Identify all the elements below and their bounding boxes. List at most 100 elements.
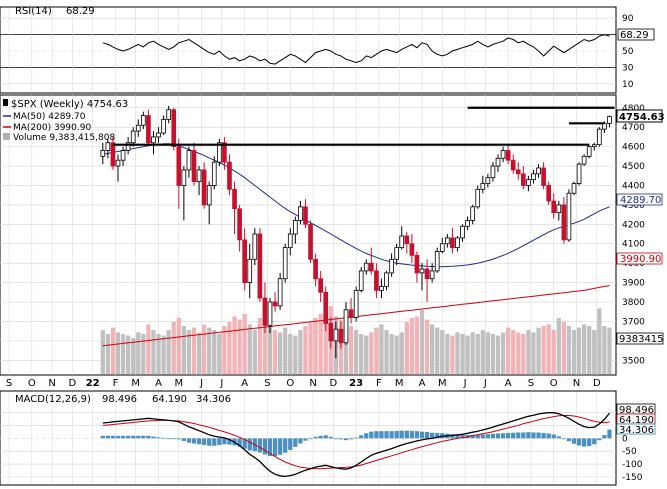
macd-hist-bar [105, 435, 110, 439]
x-axis-label: 23 [349, 378, 363, 389]
last-price-tag: 4754.63 [619, 112, 665, 123]
macd-tick-label: -100 [622, 460, 643, 470]
volume-bar [171, 322, 176, 374]
volume-bar [151, 330, 156, 374]
rsi-panel-frame [0, 6, 617, 94]
macd-hist-bar [196, 438, 202, 445]
macd-hist-bar [409, 430, 414, 439]
macd-hist-bar [308, 438, 313, 440]
macd-hist-bar [587, 438, 592, 447]
volume-bar [278, 332, 283, 374]
candle-body [424, 268, 430, 280]
macd-hist-bar [267, 438, 273, 457]
candle-body [465, 220, 470, 227]
macd-hist-bar [217, 438, 222, 446]
volume-bar [440, 330, 445, 374]
volume-bar [541, 326, 546, 374]
candle-body [287, 233, 293, 249]
volume-value-tag-bg [616, 332, 664, 345]
volume-bar [212, 330, 217, 374]
rsi-grid [0, 8, 616, 92]
candle-body [521, 173, 526, 186]
candle-body [222, 142, 227, 163]
candle-body [445, 237, 450, 245]
price-legend: $SPX (Weekly) 4754.63 MA(50) 4289.70 MA(… [3, 99, 128, 143]
x-axis-label: O [550, 378, 558, 389]
candle-body [141, 115, 146, 126]
candle-body [414, 254, 420, 274]
macd-hist-bar [470, 434, 475, 439]
price-tick-label: 3500 [622, 356, 645, 366]
candle-body [201, 169, 207, 206]
candle-body [576, 163, 582, 184]
candle-body [490, 165, 496, 179]
volume-bar [186, 330, 192, 374]
rsi-panel: 9070503010 RSI(14) 68.29 68.29 [0, 6, 655, 94]
volume-bar [227, 322, 232, 374]
volume-bar [303, 326, 308, 374]
volume-bar [318, 314, 323, 374]
x-axis-label: J [199, 378, 203, 389]
volume-bar [592, 330, 597, 374]
candle-body [394, 247, 399, 260]
candle-body [348, 309, 354, 318]
volume-bar [257, 318, 262, 374]
candle-body [272, 301, 278, 307]
candle-body [323, 291, 329, 324]
candle-body [581, 155, 587, 165]
volume-bar [582, 324, 587, 374]
macd-signal-text: 64.190 [152, 394, 187, 405]
volume-bar [252, 330, 257, 374]
x-axis-label: M [438, 378, 447, 389]
volume-bar [348, 326, 354, 374]
macd-hist-bar [100, 435, 105, 439]
candle-body [120, 150, 126, 161]
x-axis-label: A [419, 378, 426, 389]
macd-hist-bar [495, 433, 501, 439]
volume-bar [323, 310, 328, 374]
macd-hist-bar [404, 430, 409, 439]
candle-body [566, 192, 572, 241]
volume-bar [419, 310, 425, 374]
candle-body [196, 169, 202, 182]
x-axis-label: D [593, 378, 601, 389]
price-tick-label: 4800 [622, 104, 645, 114]
candle-body [303, 206, 308, 225]
x-axis-label: D [329, 378, 337, 389]
macd-tick-label: -150 [622, 473, 643, 483]
candle-body [328, 322, 334, 342]
volume-bar [105, 334, 110, 374]
candle-body [333, 328, 339, 342]
macd-hist-bar [202, 438, 207, 446]
macd-hist-bar [521, 432, 526, 439]
macd-value-text: 98.496 [102, 394, 137, 405]
macd-hist-bar [571, 438, 577, 444]
macd-tick-label: -50 [622, 447, 637, 457]
macd-hist-bar [131, 435, 136, 439]
candle-body [232, 188, 237, 210]
volume-bar [506, 327, 511, 374]
candle-body [171, 109, 177, 148]
x-axis-label: S [6, 378, 12, 389]
volume-bar [308, 322, 313, 374]
x-axis-label: J [219, 378, 223, 389]
rsi-current-tag-bg [617, 28, 655, 41]
rsi-current-tag: 68.29 [620, 30, 649, 41]
volume-bar [110, 327, 116, 374]
candle-body [480, 183, 486, 190]
macd-hist-bar [561, 438, 566, 440]
rsi-title: RSI(14) [15, 6, 52, 17]
volume-bar [207, 327, 212, 374]
x-axis-label: N [573, 378, 580, 389]
candle-body [176, 146, 182, 186]
x-axis-label: F [113, 378, 119, 389]
volume-bar [267, 326, 273, 374]
macd-hist-bar [369, 431, 374, 439]
macd-hist-bar [110, 435, 116, 439]
macd-hist-bar [141, 435, 146, 439]
macd-hist-bar [556, 436, 561, 439]
volume-bar [288, 334, 293, 374]
macd-hist-bar [480, 434, 485, 439]
candle-body [313, 258, 318, 280]
x-axis-label: S [528, 378, 534, 389]
